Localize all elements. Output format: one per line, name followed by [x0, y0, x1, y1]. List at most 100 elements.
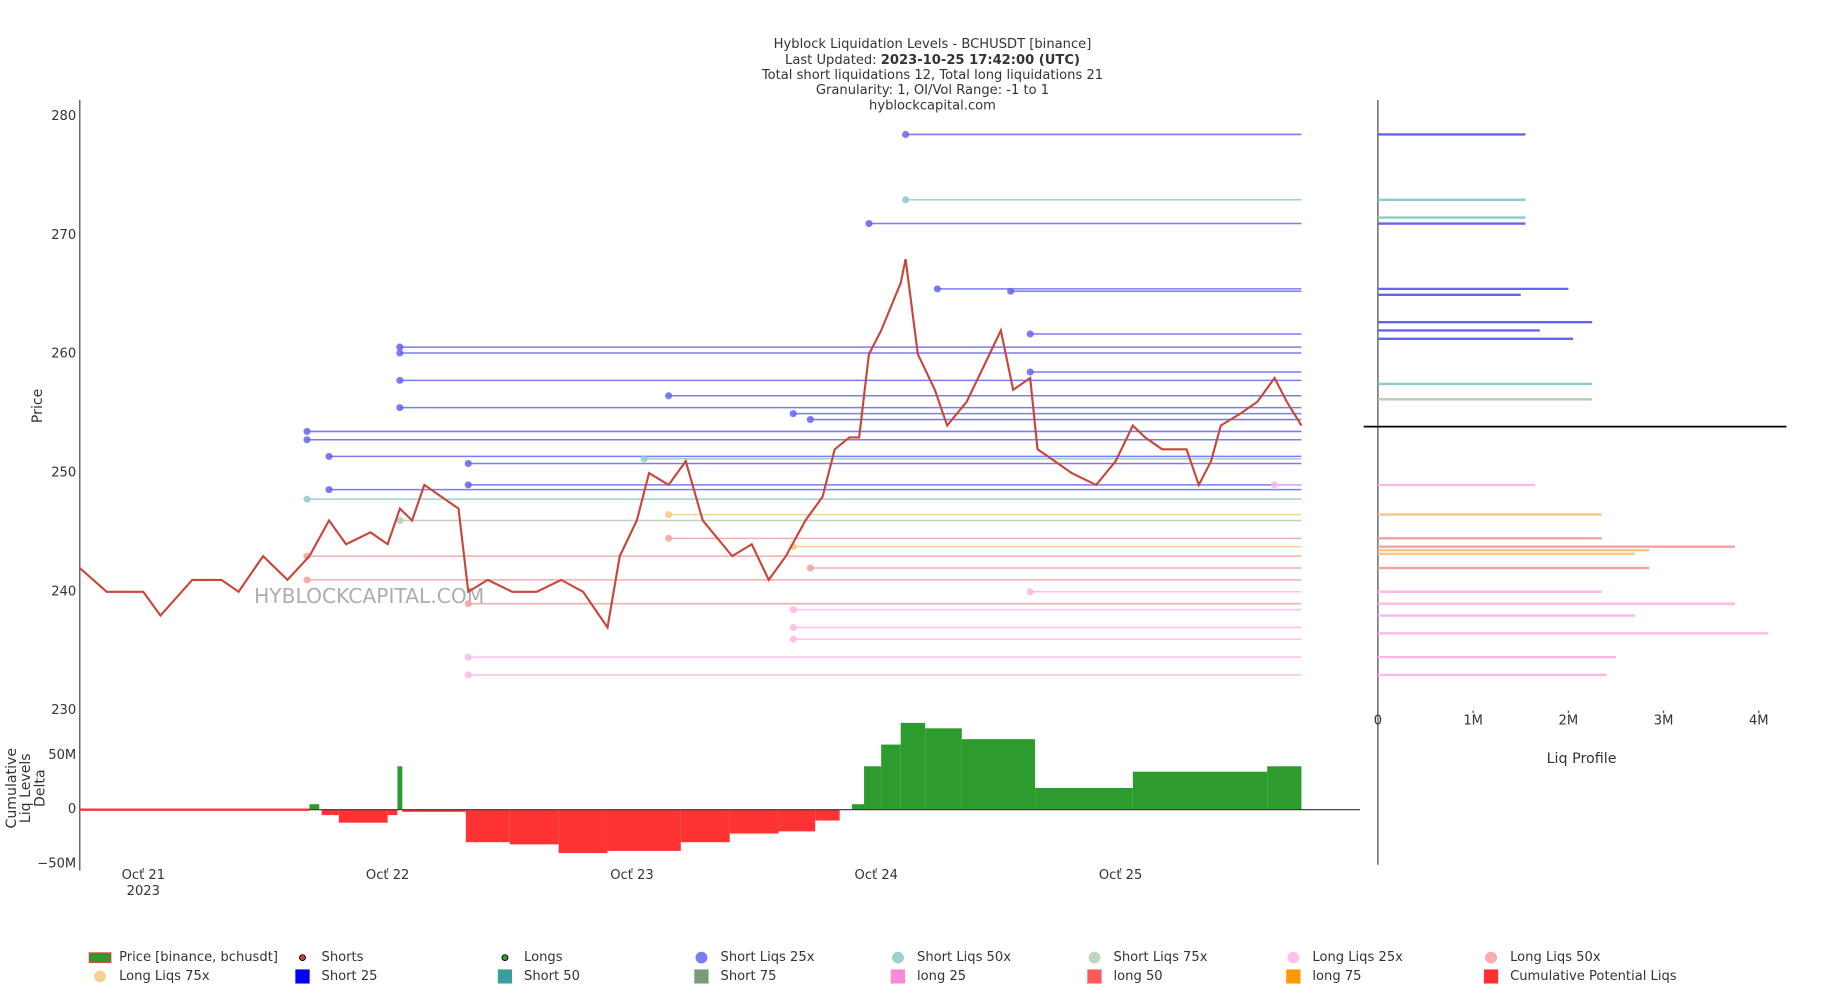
delta-bar: [881, 744, 901, 810]
delta-bar: [509, 809, 559, 845]
totals: Total short liquidations 12, Total long …: [761, 68, 1103, 83]
liq-level-marker: [303, 427, 311, 435]
liq-level-marker: [1026, 368, 1034, 376]
legend-item[interactable]: Long Liqs 75x: [94, 969, 210, 984]
legend-item[interactable]: Long Liqs 25x: [1287, 950, 1403, 965]
y-tick-label: −50M: [37, 856, 76, 871]
legend-symbol: [299, 954, 306, 962]
delta-bar: [1267, 766, 1302, 810]
legend-label: Cumulative Potential Liqs: [1510, 969, 1677, 984]
legend-symbol: [501, 954, 509, 962]
x-tick-label: Oct 24: [855, 868, 898, 883]
liq-level-marker: [789, 606, 797, 614]
legend-symbol: [892, 951, 904, 964]
liq-level-marker: [464, 481, 472, 489]
liq-level-marker: [789, 635, 797, 643]
legend-item[interactable]: Short Liqs 50x: [892, 950, 1011, 965]
delta-bar: [338, 809, 388, 823]
delta-bar: [1132, 771, 1268, 810]
delta-bar: [864, 766, 882, 810]
x-tick-label: 2M: [1559, 714, 1579, 729]
legend-item[interactable]: Short 75: [694, 969, 776, 984]
delta-bar: [925, 728, 962, 810]
delta-bar: [851, 804, 865, 810]
liq-level-marker: [1007, 287, 1015, 295]
watermark: HYBLOCKCAPITAL.COM: [254, 584, 484, 608]
liq-level-marker: [789, 623, 797, 631]
delta-bar: [815, 809, 840, 821]
liq-level-marker: [464, 459, 472, 468]
legend-symbol: [1286, 969, 1301, 984]
title: Hyblock Liquidation Levels - BCHUSDT [bi…: [774, 37, 1092, 52]
delta-bar: [558, 809, 608, 854]
legend-label: Short 25: [322, 969, 378, 984]
legend-label: Short Liqs 25x: [721, 950, 815, 965]
delta-bar: [778, 809, 816, 832]
x-tick-label: 0: [1374, 714, 1382, 729]
updated: Last Updated: 2023-10-25 17:42:00 (UTC): [785, 53, 1080, 68]
y-tick-label: 0: [68, 802, 76, 817]
legend-label: Long Liqs 25x: [1312, 950, 1403, 965]
legend-label: long 50: [1114, 969, 1163, 984]
delta-bar: [397, 766, 403, 810]
legend-item[interactable]: Short 25: [295, 969, 378, 984]
liq-level-marker: [303, 436, 311, 444]
liq-level-marker: [464, 653, 472, 661]
legend-item[interactable]: Short Liqs 25x: [695, 950, 815, 965]
legend-item[interactable]: Shorts: [299, 950, 364, 965]
legend-label: long 25: [917, 969, 966, 984]
liq-level-marker: [325, 452, 333, 460]
liq-level-marker: [1026, 588, 1034, 596]
legend-label: Longs: [524, 950, 563, 965]
x-tick-label: 3M: [1654, 714, 1674, 729]
liq-level-marker: [464, 600, 472, 608]
granularity: Granularity: 1, OI/Vol Range: -1 to 1: [816, 83, 1049, 98]
price-line: [79, 258, 1303, 631]
y-tick-label: 270: [51, 228, 76, 243]
legend-symbol: [295, 969, 310, 984]
y-tick-label: 280: [51, 109, 76, 124]
x-tick-sublabel: 2023: [127, 884, 160, 899]
legend-symbol: [497, 969, 513, 984]
legend-item[interactable]: Longs: [501, 950, 563, 965]
y-tick-label: 230: [51, 703, 76, 718]
x-tick-label: Oct 23: [610, 868, 653, 883]
liq-level-marker: [325, 486, 333, 494]
delta-bar: [1035, 787, 1133, 810]
delta-bar: [309, 804, 320, 810]
legend-symbol: [694, 969, 709, 984]
legend-label: Price [binance, bchusdt]: [119, 950, 278, 965]
legend-label: Short 75: [721, 969, 777, 984]
liq-level-marker: [902, 196, 910, 204]
legend-symbol: [1087, 969, 1102, 984]
delta-bar: [961, 739, 1036, 810]
legend-item[interactable]: long 25: [890, 969, 966, 984]
liq-level-marker: [396, 376, 404, 384]
legend-item[interactable]: Short Liqs 75x: [1088, 950, 1208, 965]
liq-level-marker: [396, 349, 404, 357]
legend-item[interactable]: Price [binance, bchusdt]: [88, 950, 278, 965]
liq-level-marker: [902, 130, 910, 138]
legend-symbol: [1483, 969, 1499, 984]
updated-value: 2023-10-25 17:42:00 (UTC): [881, 53, 1080, 68]
liq-level-marker: [1270, 481, 1279, 489]
legend-item[interactable]: Short 50: [497, 969, 580, 984]
liq-level-marker: [865, 220, 873, 228]
legend-item[interactable]: Cumulative Potential Liqs: [1483, 969, 1677, 984]
liq-level-marker: [933, 285, 941, 293]
liq-level-marker: [396, 343, 404, 351]
legend-label: long 75: [1312, 969, 1361, 984]
site: hyblockcapital.com: [869, 98, 996, 113]
legend-item[interactable]: Long Liqs 50x: [1485, 950, 1601, 965]
legend-label: Short Liqs 50x: [917, 950, 1011, 965]
legend-item[interactable]: long 50: [1087, 969, 1163, 984]
y-tick-label: 50M: [48, 748, 76, 763]
liq-level-marker: [303, 495, 311, 503]
legend-item[interactable]: long 75: [1286, 969, 1362, 984]
legend-symbol: [890, 969, 906, 984]
legend-label: Long Liqs 75x: [119, 969, 210, 984]
legend-symbol: [1485, 951, 1498, 964]
liq-level-marker: [665, 392, 673, 400]
y-tick-label: 240: [51, 584, 76, 599]
